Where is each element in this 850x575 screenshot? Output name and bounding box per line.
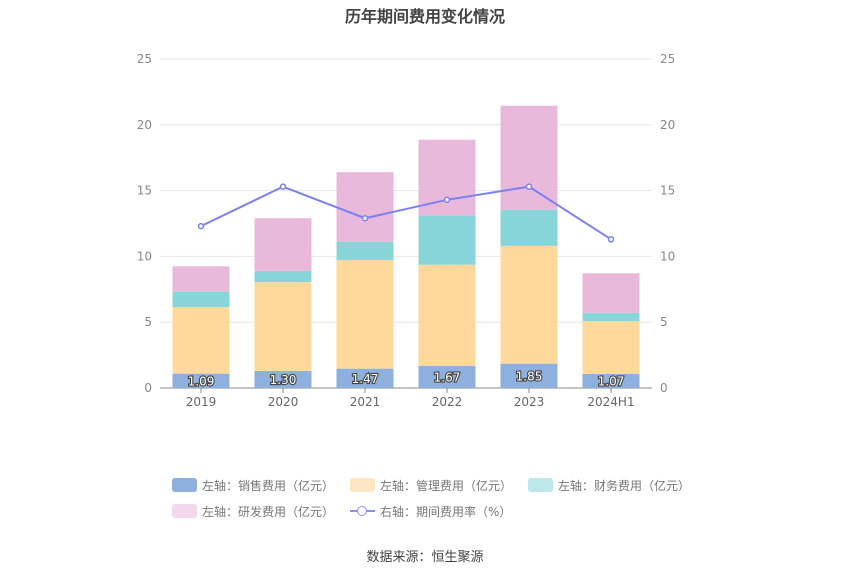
bar-segment-0 <box>172 373 230 388</box>
x-axis-tick-label: 2023 <box>514 395 545 409</box>
bar-segment-0 <box>254 370 312 388</box>
legend-marker-icon <box>357 506 368 516</box>
x-axis-tick-label: 2024H1 <box>587 395 634 409</box>
left-axis-tick-label: 20 <box>137 118 152 132</box>
rate-point <box>607 236 615 243</box>
x-axis-tick-label: 2020 <box>268 395 299 409</box>
bar-segment-0 <box>500 363 558 388</box>
bar-segment-3 <box>254 218 312 271</box>
bar-segment-2 <box>172 291 230 308</box>
bar-segment-2 <box>418 215 476 265</box>
rate-point <box>197 222 205 230</box>
bar-data-label: 1.47 <box>352 372 379 386</box>
right-axis-tick-label: 20 <box>660 118 675 132</box>
legend-item-admin[interactable]: 左轴：管理费用（亿元） <box>350 477 512 494</box>
bar-data-label: 1.09 <box>188 374 215 388</box>
legend-swatch-admin <box>350 478 376 492</box>
rate-point <box>443 196 451 204</box>
bar-segment-1 <box>254 282 312 371</box>
right-axis-tick-label: 25 <box>660 52 675 66</box>
bar-segment-2 <box>336 241 394 261</box>
x-axis-tick-label: 2019 <box>186 395 217 409</box>
legend-swatch-finance <box>528 478 554 492</box>
rate-point <box>361 214 369 222</box>
legend-label-rate: 右轴：期间费用率（%） <box>380 504 512 519</box>
bar-data-label: 1.67 <box>434 371 461 385</box>
rate-point <box>279 183 287 190</box>
legend-item-sales[interactable]: 左轴：销售费用（亿元） <box>172 477 334 494</box>
bar-segment-2 <box>582 312 640 322</box>
bar-segment-2 <box>500 209 558 246</box>
right-axis-tick-label: 15 <box>660 184 675 198</box>
bar-segment-0 <box>336 368 394 388</box>
bar-data-label: 1.85 <box>516 369 543 383</box>
left-axis-tick-label: 10 <box>137 249 152 263</box>
left-axis-tick-label: 5 <box>144 315 152 329</box>
left-axis-tick-label: 25 <box>137 52 152 66</box>
bar-segment-3 <box>172 266 230 292</box>
legend-swatch-sales <box>172 478 197 492</box>
right-axis-tick-label: 5 <box>660 315 668 329</box>
bar-data-label: 1.07 <box>598 374 625 388</box>
legend-label-finance: 左轴：财务费用（亿元） <box>558 478 691 493</box>
chart-legend: 左轴：销售费用（亿元） 左轴：管理费用（亿元） 左轴：财务费用（亿元） 左轴：研… <box>172 472 692 524</box>
left-axis-tick-label: 15 <box>137 184 152 198</box>
legend-item-rate[interactable]: 右轴：期间费用率（%） <box>350 503 511 520</box>
right-axis-tick-label: 10 <box>660 249 675 263</box>
bar-segment-1 <box>418 264 476 367</box>
legend-swatch-rnd <box>172 504 197 518</box>
bar-data-label: 1.30 <box>270 373 297 387</box>
bar-segment-1 <box>172 307 230 374</box>
bar-segment-3 <box>336 172 394 242</box>
legend-label-admin: 左轴：管理费用（亿元） <box>380 478 513 493</box>
bar-segment-1 <box>500 245 558 364</box>
left-axis-tick-label: 0 <box>144 381 152 395</box>
bar-segment-3 <box>500 105 558 210</box>
x-axis-tick-label: 2021 <box>350 395 381 409</box>
right-axis-tick-label: 0 <box>660 381 668 395</box>
legend-label-sales: 左轴：销售费用（亿元） <box>202 478 335 493</box>
x-axis-tick-label: 2022 <box>432 395 463 409</box>
rate-point <box>525 183 533 190</box>
legend-item-finance[interactable]: 左轴：财务费用（亿元） <box>528 477 690 494</box>
rate-line <box>200 185 612 241</box>
bar-segment-2 <box>254 270 312 283</box>
legend-label-rnd: 左轴：研发费用（亿元） <box>202 504 335 519</box>
bar-segment-0 <box>418 366 476 388</box>
chart-title: 历年期间费用变化情况 <box>344 7 505 26</box>
data-source-note: 数据来源：恒生聚源 <box>366 550 484 565</box>
bar-segment-3 <box>582 273 640 313</box>
legend-swatch-rate <box>350 504 376 518</box>
bar-segment-0 <box>582 373 640 388</box>
bar-segment-1 <box>336 260 394 369</box>
legend-item-rnd[interactable]: 左轴：研发费用（亿元） <box>172 503 334 520</box>
bar-segment-1 <box>582 321 640 374</box>
